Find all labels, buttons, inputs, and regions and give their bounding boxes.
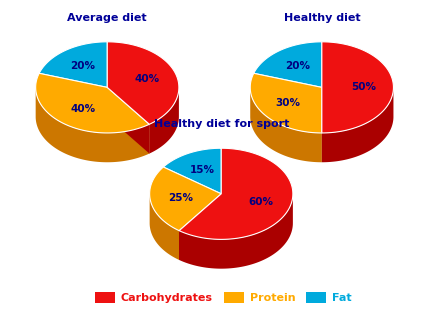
- Text: Healthy diet for sport: Healthy diet for sport: [154, 119, 289, 129]
- Text: 15%: 15%: [190, 165, 215, 175]
- Text: 20%: 20%: [285, 61, 310, 71]
- Polygon shape: [149, 88, 179, 154]
- Text: 50%: 50%: [351, 82, 376, 92]
- Polygon shape: [179, 194, 221, 260]
- Polygon shape: [107, 87, 149, 154]
- Text: 40%: 40%: [70, 104, 95, 114]
- Legend: Carbohydrates, Protein, Fat: Carbohydrates, Protein, Fat: [91, 287, 356, 307]
- Text: 20%: 20%: [70, 61, 95, 71]
- Polygon shape: [150, 193, 179, 260]
- Polygon shape: [179, 193, 293, 269]
- Polygon shape: [322, 87, 393, 162]
- Polygon shape: [179, 148, 293, 239]
- Polygon shape: [150, 167, 221, 231]
- Polygon shape: [163, 148, 221, 194]
- Polygon shape: [39, 42, 107, 87]
- Text: Average diet: Average diet: [67, 13, 147, 23]
- Polygon shape: [322, 42, 393, 133]
- Text: 30%: 30%: [276, 98, 301, 108]
- Text: 60%: 60%: [248, 197, 273, 207]
- Polygon shape: [36, 87, 149, 162]
- Text: Healthy diet: Healthy diet: [283, 13, 360, 23]
- Polygon shape: [107, 87, 149, 154]
- Polygon shape: [107, 42, 179, 124]
- Text: 40%: 40%: [134, 74, 159, 84]
- Text: 25%: 25%: [168, 193, 193, 203]
- Polygon shape: [254, 42, 322, 87]
- Polygon shape: [250, 73, 322, 133]
- Polygon shape: [179, 194, 221, 260]
- Polygon shape: [36, 73, 149, 133]
- Polygon shape: [250, 87, 322, 162]
